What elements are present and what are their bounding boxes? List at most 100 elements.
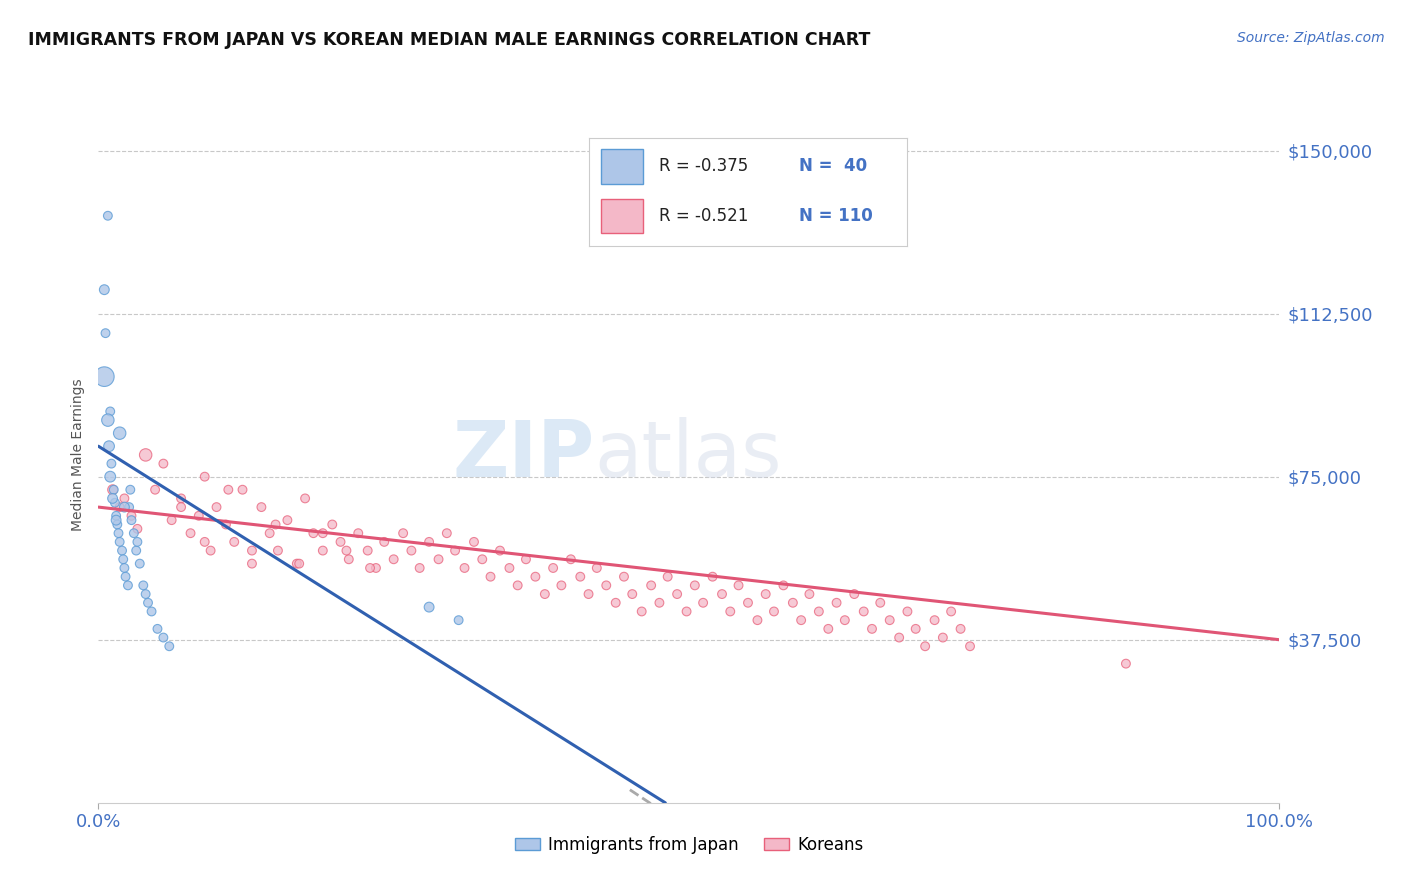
Point <box>205 500 228 514</box>
Point <box>127 522 149 536</box>
Point <box>108 426 131 441</box>
Point <box>107 526 129 541</box>
Point <box>959 639 981 653</box>
Point <box>471 552 494 566</box>
Text: IMMIGRANTS FROM JAPAN VS KOREAN MEDIAN MALE EARNINGS CORRELATION CHART: IMMIGRANTS FROM JAPAN VS KOREAN MEDIAN M… <box>28 31 870 49</box>
Text: R = -0.521: R = -0.521 <box>658 207 748 225</box>
Point <box>302 526 325 541</box>
Point <box>231 483 253 497</box>
Point <box>834 613 856 627</box>
Point <box>825 596 848 610</box>
Point <box>359 561 381 575</box>
Point <box>675 605 697 619</box>
Point <box>578 587 600 601</box>
Point <box>329 535 352 549</box>
Point <box>112 491 135 506</box>
Point <box>100 457 122 471</box>
Point <box>250 500 273 514</box>
Point <box>747 613 769 627</box>
Point <box>560 552 582 566</box>
Point <box>605 596 627 610</box>
Point <box>762 605 785 619</box>
Point <box>534 587 557 601</box>
Point <box>93 369 115 384</box>
Point <box>288 557 311 571</box>
Point <box>382 552 405 566</box>
Point <box>869 596 891 610</box>
Point <box>737 596 759 610</box>
Point <box>702 570 724 584</box>
Point <box>132 578 155 592</box>
Point <box>118 500 141 514</box>
Text: R = -0.375: R = -0.375 <box>658 157 748 176</box>
Point <box>98 469 121 483</box>
Point <box>515 552 537 566</box>
Point <box>215 517 238 532</box>
FancyBboxPatch shape <box>602 199 643 233</box>
Point <box>112 500 135 514</box>
Point <box>117 578 139 592</box>
Point <box>904 622 927 636</box>
Point <box>924 613 946 627</box>
Point <box>200 543 222 558</box>
Point <box>180 526 202 541</box>
Point <box>120 483 142 497</box>
Point <box>569 570 592 584</box>
Point <box>879 613 901 627</box>
Point <box>98 404 121 418</box>
Point <box>1115 657 1137 671</box>
Point <box>692 596 714 610</box>
Point <box>489 543 512 558</box>
Point <box>939 605 962 619</box>
Point <box>790 613 813 627</box>
Point <box>97 413 120 427</box>
Point <box>276 513 298 527</box>
Point <box>170 500 193 514</box>
Point <box>259 526 281 541</box>
Point <box>498 561 520 575</box>
Point <box>112 561 135 575</box>
Point <box>640 578 662 592</box>
Point <box>141 605 163 619</box>
Point <box>135 587 157 601</box>
Point <box>711 587 734 601</box>
Point <box>364 561 387 575</box>
Point <box>427 552 450 566</box>
Point <box>782 596 804 610</box>
Point <box>135 448 157 462</box>
Point <box>104 496 127 510</box>
Point <box>932 631 955 645</box>
Text: N =  40: N = 40 <box>799 157 868 176</box>
Point <box>683 578 706 592</box>
Point <box>101 483 124 497</box>
Point <box>93 283 115 297</box>
Point <box>357 543 380 558</box>
Point <box>595 578 617 592</box>
Point <box>541 561 564 575</box>
Point <box>105 517 128 532</box>
Legend: Immigrants from Japan, Koreans: Immigrants from Japan, Koreans <box>508 830 870 861</box>
Point <box>817 622 839 636</box>
Point <box>630 605 652 619</box>
Point <box>436 526 458 541</box>
Point <box>128 557 150 571</box>
Point <box>860 622 883 636</box>
Point <box>852 605 875 619</box>
Text: atlas: atlas <box>595 417 782 493</box>
Point <box>105 508 128 523</box>
Point <box>648 596 671 610</box>
Point <box>401 543 423 558</box>
Point <box>122 526 145 541</box>
Point <box>524 570 547 584</box>
Point <box>240 543 263 558</box>
FancyBboxPatch shape <box>602 149 643 184</box>
Point <box>224 535 246 549</box>
Point <box>392 526 415 541</box>
Point <box>121 513 143 527</box>
Point <box>267 543 290 558</box>
Point <box>312 526 335 541</box>
Point <box>94 326 117 341</box>
Point <box>152 631 174 645</box>
Point <box>285 557 308 571</box>
Point <box>111 543 134 558</box>
